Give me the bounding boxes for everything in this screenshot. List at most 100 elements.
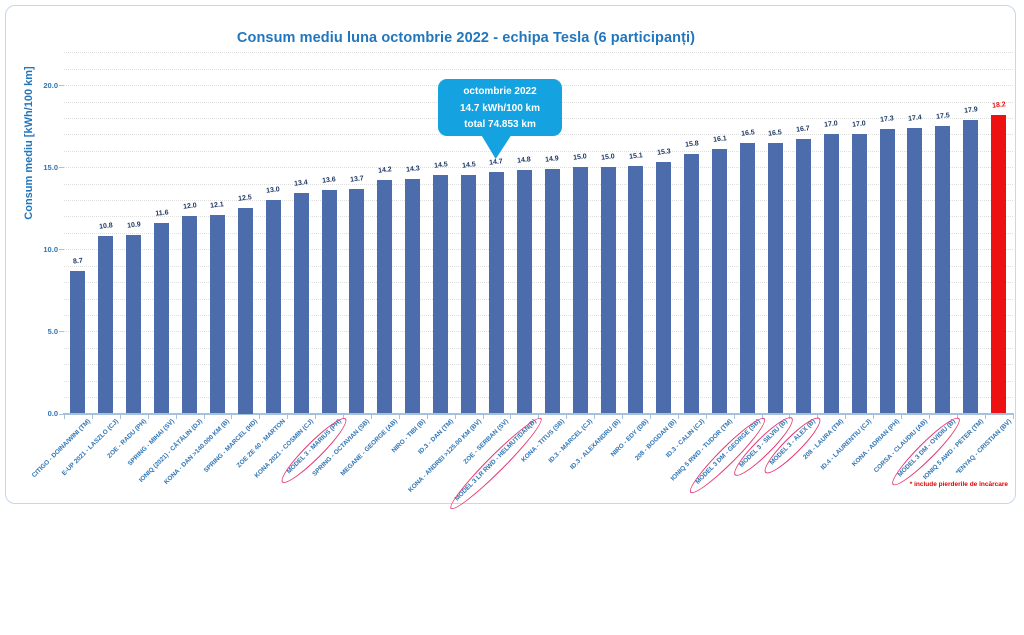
x-axis-tick [454, 415, 456, 419]
x-axis-tick [91, 415, 93, 419]
bar-highlighted [991, 114, 1007, 414]
callout-total-distance: total 74.853 km [464, 119, 536, 130]
bar [712, 149, 728, 414]
gridline [64, 52, 1013, 54]
bar [321, 190, 337, 414]
y-axis-tick [59, 331, 64, 333]
bar [209, 214, 225, 414]
x-axis-tick [956, 415, 958, 419]
average-callout-bubble: octombrie 2022 14.7 kWh/100 km total 74.… [438, 79, 562, 136]
x-axis-tick [482, 415, 484, 419]
x-axis-tick [928, 415, 930, 419]
x-axis-tick [873, 415, 875, 419]
x-axis-tick [203, 415, 205, 419]
bar [572, 167, 588, 414]
gridline [64, 216, 1013, 218]
y-axis-tick [59, 85, 64, 87]
x-axis-tick [789, 415, 791, 419]
x-axis-tick [845, 415, 847, 419]
x-axis-tick [901, 415, 902, 419]
y-tick-label: 20.0 [43, 80, 58, 90]
x-axis-tick [343, 415, 344, 419]
bar [516, 170, 532, 414]
x-axis-tick [119, 415, 121, 419]
gridline [64, 167, 1013, 169]
x-axis-tick [370, 415, 372, 419]
bar [656, 162, 672, 414]
x-axis-tick [64, 415, 65, 419]
x-axis-tick [761, 415, 763, 419]
bar [126, 234, 142, 414]
bar [377, 180, 393, 414]
gridline [64, 298, 1013, 300]
bar [935, 126, 951, 414]
bar [851, 134, 867, 414]
x-axis-tick [733, 415, 735, 419]
callout-average-consumption: 14.7 kWh/100 km [459, 102, 541, 114]
x-axis-tick [259, 415, 261, 419]
x-axis-tick [287, 415, 289, 419]
y-tick-label: 5.0 [47, 326, 58, 336]
gridline [64, 314, 1013, 316]
bar [293, 193, 309, 414]
x-axis-tick [1012, 415, 1014, 419]
bar [237, 208, 253, 414]
bar [98, 236, 114, 414]
gridline [64, 68, 1013, 70]
x-axis-tick [538, 415, 540, 419]
bar [628, 165, 644, 414]
bar [544, 168, 560, 414]
x-axis-tick [649, 415, 651, 419]
gridline [64, 397, 1013, 399]
x-axis-tick [315, 415, 317, 419]
chart-title: Consum mediu luna octombrie 2022 - echip… [236, 30, 696, 46]
x-axis-tick [426, 415, 428, 419]
x-axis-tick [510, 415, 512, 419]
x-axis-baseline [63, 413, 1014, 415]
x-axis-tick [677, 415, 679, 419]
gridline [64, 331, 1013, 333]
y-axis-tick [59, 413, 64, 415]
bar [405, 178, 421, 414]
bar [767, 142, 783, 414]
bar [488, 172, 504, 414]
gridline [64, 282, 1013, 284]
x-axis-tick [231, 415, 233, 419]
gridline [64, 232, 1013, 234]
y-tick-label: 10.0 [43, 244, 58, 254]
y-axis-tick [59, 249, 64, 251]
y-tick-label: 15.0 [43, 162, 58, 172]
callout-month: octombrie 2022 [463, 86, 537, 97]
x-axis-tick [622, 415, 623, 419]
x-axis-tick [705, 415, 707, 419]
gridline [64, 200, 1013, 202]
bar [963, 119, 979, 414]
bar [433, 175, 449, 414]
bar [795, 139, 811, 414]
y-tick-label: 0.0 [47, 409, 58, 418]
x-axis-tick [984, 415, 986, 419]
bar [182, 216, 198, 414]
x-axis-tick [175, 415, 177, 419]
footnote: * include pierderile de încărcare [909, 481, 1008, 488]
gridline [64, 183, 1013, 185]
bar [823, 134, 839, 414]
gridline [64, 249, 1013, 251]
y-axis-tick [59, 167, 64, 169]
bar [740, 142, 756, 414]
bar [461, 175, 477, 414]
bar [349, 188, 365, 414]
gridline [64, 364, 1013, 366]
x-axis-tick [817, 415, 819, 419]
bar [907, 127, 923, 414]
gridline [64, 265, 1013, 267]
bar [684, 154, 700, 414]
gridline [64, 150, 1013, 152]
x-axis-tick [398, 415, 400, 419]
bar [70, 270, 86, 414]
bar [879, 129, 895, 414]
gridline [64, 347, 1013, 349]
bar [154, 223, 170, 414]
bar [265, 200, 281, 414]
x-axis-tick [594, 415, 596, 419]
